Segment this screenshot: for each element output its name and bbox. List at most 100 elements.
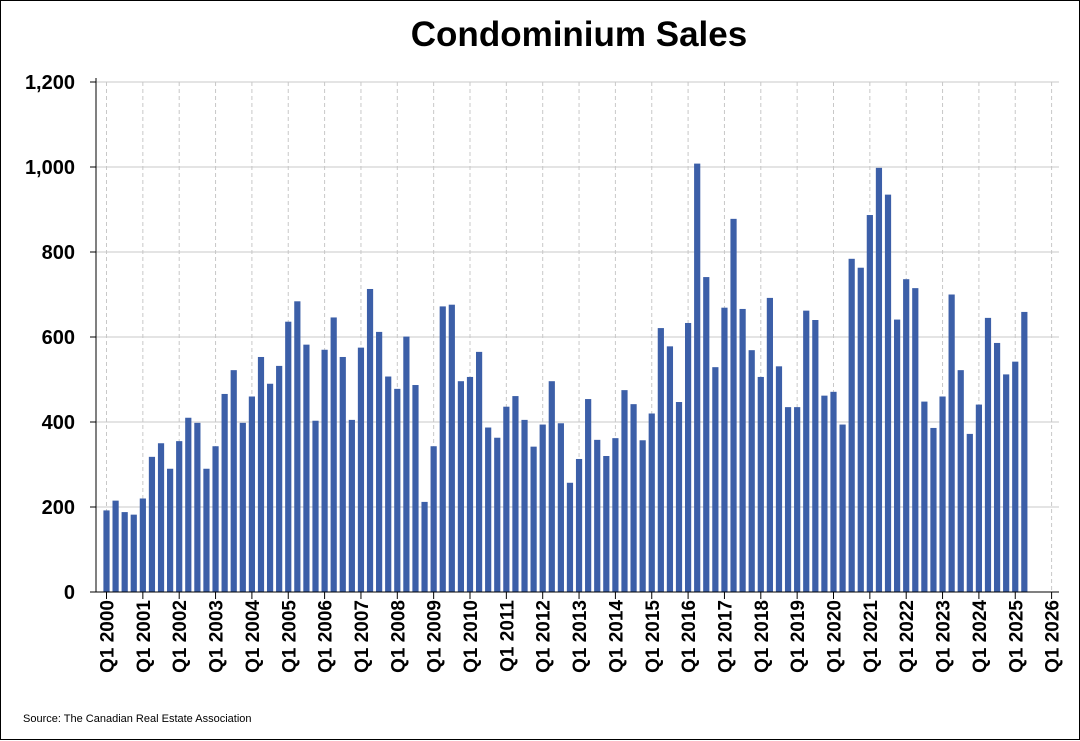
bar-q4-2003	[239, 422, 246, 592]
x-tick-label: Q1 2000	[98, 600, 119, 673]
bar-q2-2006	[330, 317, 337, 592]
bar-q4-2014	[639, 440, 646, 592]
bar-q1-2001	[139, 498, 146, 592]
bar-q2-2025	[1021, 311, 1028, 592]
bar-q4-2010	[494, 437, 501, 592]
bar-q1-2004	[248, 396, 255, 592]
x-tick-label: Q1 2007	[352, 600, 373, 673]
bar-q3-2005	[303, 344, 310, 592]
y-tick-label: 1,000	[25, 157, 75, 179]
bar-q1-2020	[830, 391, 837, 592]
x-tick-label: Q1 2006	[316, 600, 337, 673]
bar-q2-2007	[366, 288, 374, 592]
bar-q2-2024	[984, 317, 992, 593]
x-tick-label: Q1 2025	[1006, 600, 1027, 673]
bar-q2-2019	[803, 310, 810, 592]
y-tick-label: 200	[42, 497, 75, 519]
bar-q1-2018	[757, 376, 764, 592]
bar-q2-2018	[766, 297, 773, 592]
bar-q2-2004	[257, 356, 265, 592]
bar-q3-2018	[775, 366, 783, 592]
bar-q1-2005	[285, 321, 292, 592]
bar-q1-2011	[503, 406, 510, 592]
x-tick-label: Q1 2011	[497, 600, 518, 672]
bar-q2-2023	[948, 294, 955, 592]
x-tick-label: Q1 2018	[752, 600, 773, 673]
bar-q4-2004	[276, 365, 283, 592]
x-tick-label: Q1 2017	[716, 600, 737, 673]
bar-q3-2012	[557, 423, 564, 592]
bar-q2-2012	[548, 381, 555, 592]
bar-q3-2009	[448, 304, 455, 592]
bar-q2-2022	[912, 288, 919, 593]
bar-q1-2015	[648, 413, 655, 592]
x-tick-label: Q1 2026	[1043, 600, 1064, 673]
bar-q3-2003	[230, 370, 237, 592]
bar-q2-2011	[512, 396, 519, 592]
bar-q4-2009	[457, 381, 465, 592]
x-tick-label: Q1 2013	[570, 600, 591, 673]
y-tick-label: 400	[42, 412, 75, 434]
bar-q4-2000	[130, 514, 137, 592]
bar-q3-2002	[194, 422, 201, 592]
x-tick-label: Q1 2004	[243, 600, 264, 673]
bar-q1-2002	[176, 441, 183, 593]
bar-q3-2020	[848, 258, 855, 592]
bar-q3-2022	[921, 401, 928, 592]
bar-q2-2021	[875, 167, 883, 592]
bar-q1-2007	[357, 347, 365, 593]
x-tick-label: Q1 2019	[788, 600, 809, 673]
bar-q1-2012	[539, 424, 546, 592]
bar-q3-2023	[957, 370, 964, 592]
bar-q1-2024	[975, 404, 982, 592]
bar-q4-2021	[894, 319, 901, 592]
bar-q4-2022	[930, 427, 937, 592]
bar-q4-2020	[857, 267, 864, 592]
bar-q2-2015	[657, 328, 664, 592]
y-tick-label: 0	[64, 582, 75, 604]
x-tick-label: Q1 2001	[134, 600, 155, 673]
bar-q1-2017	[721, 307, 728, 592]
x-tick-label: Q1 2021	[861, 600, 882, 673]
bar-q1-2008	[394, 388, 401, 592]
bar-q1-2003	[212, 446, 219, 592]
bar-q2-2005	[294, 301, 301, 592]
bar-q1-2019	[794, 407, 801, 593]
bar-q3-2024	[993, 342, 1001, 592]
x-tick-label: Q1 2009	[425, 600, 446, 673]
bar-q4-2012	[566, 482, 574, 592]
bar-q3-2021	[884, 194, 892, 593]
bar-q3-2001	[157, 443, 165, 592]
chart-title: Condominium Sales	[410, 15, 748, 54]
bar-q1-2013	[575, 458, 583, 592]
x-tick-label: Q1 2002	[170, 600, 191, 673]
bar-q2-2000	[112, 500, 119, 593]
bar-q1-2022	[903, 279, 910, 592]
bar-q2-2009	[439, 306, 446, 592]
bar-q4-2016	[712, 367, 719, 592]
bar-q3-2013	[594, 439, 601, 592]
bar-q4-2001	[167, 468, 174, 592]
bar-q1-2016	[685, 322, 692, 592]
bar-q3-2008	[412, 385, 419, 592]
bar-q4-2011	[530, 446, 537, 592]
bar-q2-2014	[621, 390, 628, 593]
bar-q3-2000	[121, 512, 128, 592]
bar-q3-2004	[266, 383, 274, 592]
bar-q3-2007	[376, 331, 383, 592]
bar-q1-2006	[321, 349, 328, 592]
bar-q1-2000	[103, 510, 110, 592]
bar-q4-2006	[348, 419, 355, 593]
bar-q2-2002	[185, 417, 192, 592]
x-tick-label: Q1 2003	[207, 600, 228, 673]
x-tick-label: Q1 2016	[679, 600, 700, 673]
bar-q4-2005	[312, 420, 319, 592]
bar-q4-2023	[966, 433, 973, 592]
bar-q4-2013	[603, 456, 610, 592]
chart-source: Source: The Canadian Real Estate Associa…	[23, 713, 252, 725]
bar-q2-2008	[403, 336, 410, 592]
bar-q3-2019	[812, 320, 819, 592]
bar-q3-2015	[666, 346, 674, 592]
